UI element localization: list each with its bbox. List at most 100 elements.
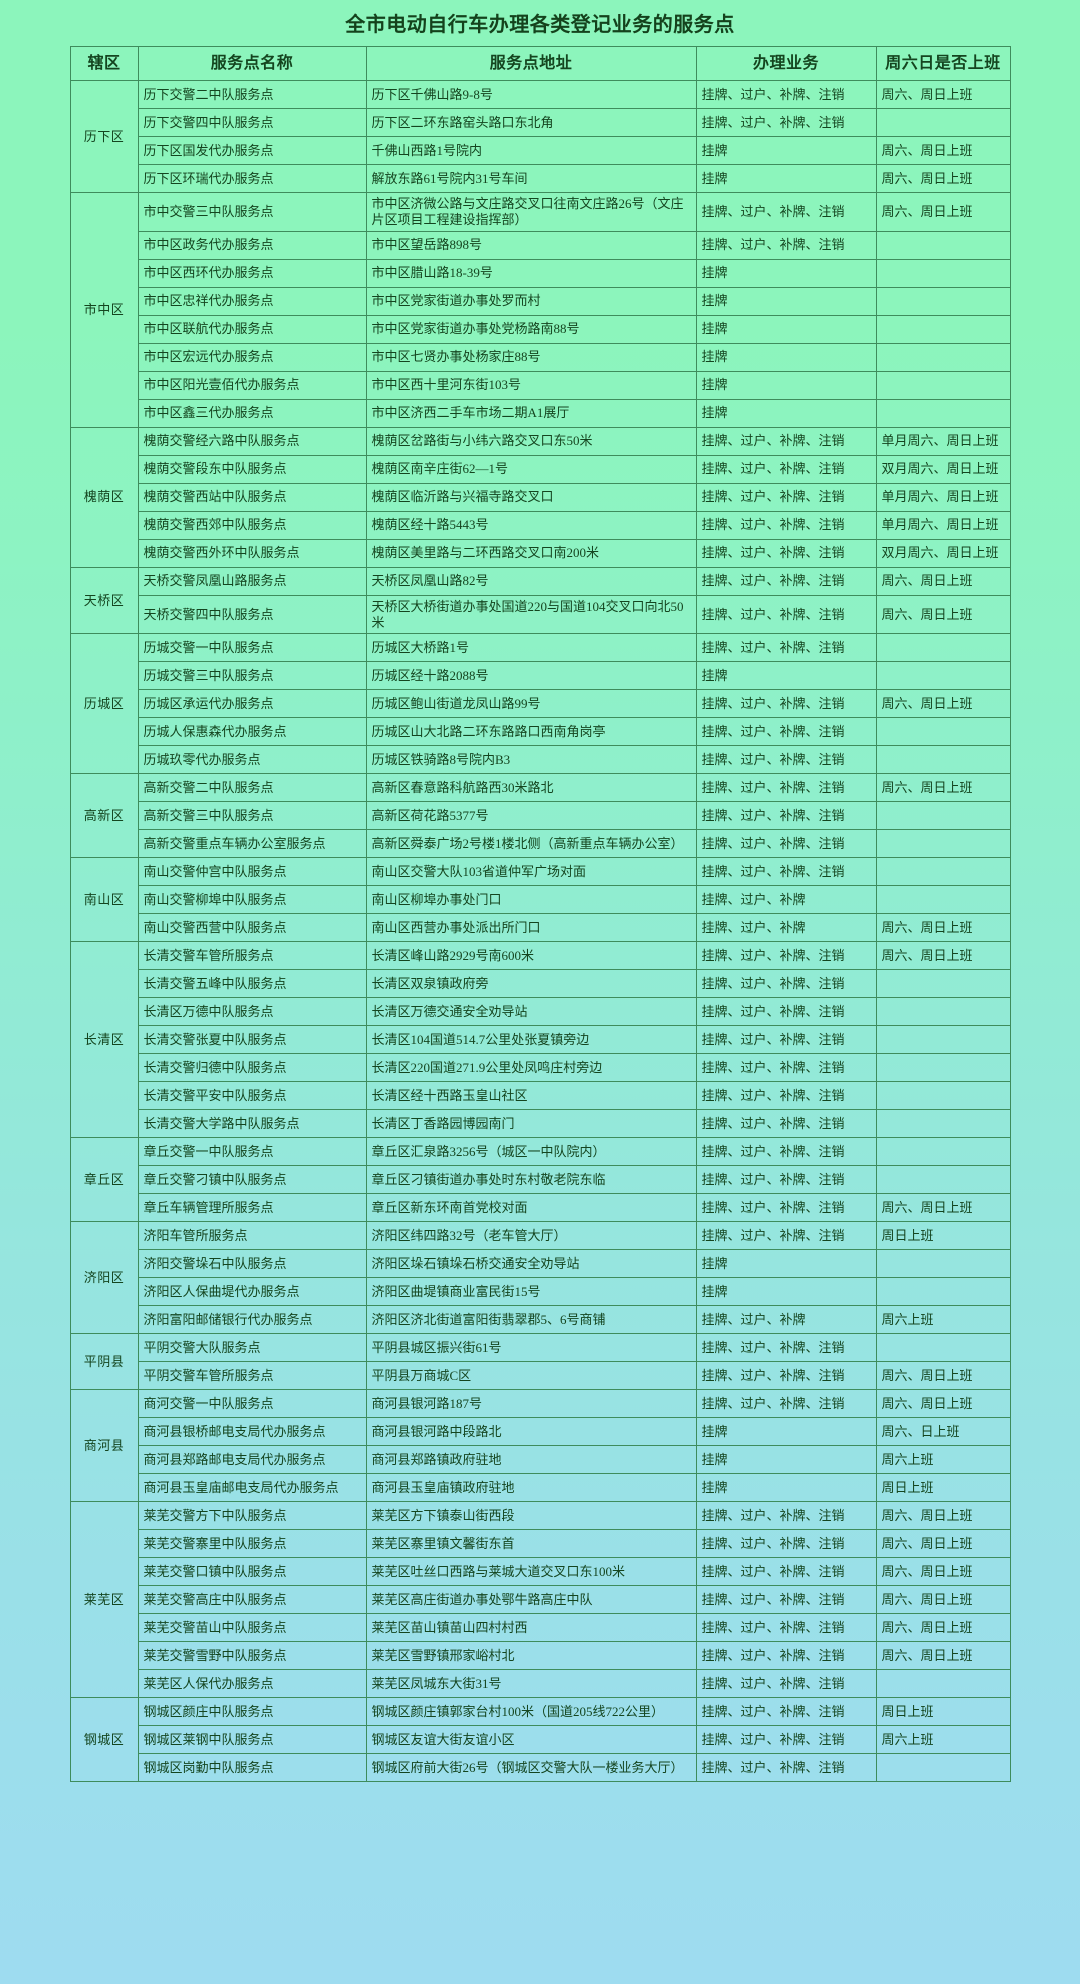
- service-point-address-cell: 槐荫区经十路5443号: [365, 510, 697, 540]
- weekend-schedule-cell: [875, 1333, 1011, 1363]
- district-cell: 章丘区: [69, 1137, 139, 1223]
- district-cell: 莱芜区: [69, 1501, 139, 1699]
- service-point-name-cell: 高新交警三中队服务点: [137, 801, 367, 831]
- service-point-name-cell: 莱芜交警口镇中队服务点: [137, 1557, 367, 1587]
- table-row: 平阴县 平阴交警大队服务点 平阴县城区振兴街61号 挂牌、过户、补牌、注销: [69, 1333, 1011, 1391]
- business-types-cell: 挂牌、过户、补牌、注销: [695, 689, 877, 719]
- service-point-name-cell: 市中区忠祥代办服务点: [137, 286, 367, 316]
- weekend-schedule-cell: [875, 997, 1011, 1027]
- service-point-address-cell: 商河县银河路中段路北: [365, 1417, 697, 1447]
- weekend-schedule-cell: 周六、周日上班: [875, 773, 1011, 803]
- weekend-schedule-cell: [875, 661, 1011, 691]
- district-cell: 商河县: [69, 1389, 139, 1503]
- table-row: 济阳交警垛石中队服务点 济阳区垛石镇垛石桥交通安全劝导站 挂牌: [70, 1249, 1011, 1279]
- business-types-cell: 挂牌、过户、补牌、注销: [695, 1725, 877, 1755]
- weekend-schedule-cell: [875, 1249, 1011, 1279]
- weekend-schedule-cell: 周六、周日上班: [875, 1529, 1011, 1559]
- weekend-schedule-cell: [875, 745, 1011, 775]
- column-header-weekend: 周六日是否上班: [875, 46, 1011, 81]
- service-point-address-cell: 历下区二环东路窑头路口东北角: [365, 108, 697, 137]
- table-row: 槐荫交警段东中队服务点 槐荫区南辛庄街62—1号 挂牌、过户、补牌、注销 双月周六、周…: [70, 454, 1011, 484]
- column-header-address: 服务点地址: [365, 46, 697, 81]
- service-point-address-cell: 商河县银河路187号: [365, 1389, 697, 1419]
- column-header-district: 辖区: [69, 46, 139, 81]
- weekend-schedule-cell: 周六上班: [875, 1445, 1011, 1475]
- weekend-schedule-cell: [875, 370, 1011, 400]
- service-point-name-cell: 高新交警重点车辆办公室服务点: [137, 829, 367, 859]
- service-point-name-cell: 历城人保惠森代办服务点: [137, 717, 367, 747]
- business-types-cell: 挂牌、过户、补牌、注销: [695, 1361, 877, 1391]
- service-point-address-cell: 平阴县城区振兴街61号: [365, 1333, 697, 1363]
- service-point-name-cell: 平阴交警车管所服务点: [137, 1361, 367, 1391]
- weekend-schedule-cell: [875, 717, 1011, 747]
- service-point-address-cell: 莱芜区方下镇泰山街西段: [365, 1501, 697, 1531]
- service-point-address-cell: 历城区大桥路1号: [365, 633, 697, 663]
- service-point-name-cell: 钢城区莱钢中队服务点: [137, 1725, 367, 1755]
- weekend-schedule-cell: [875, 1081, 1011, 1111]
- business-types-cell: 挂牌、过户、补牌: [695, 1305, 877, 1335]
- service-point-address-cell: 长清区峰山路2929号南600米: [365, 941, 697, 971]
- business-types-cell: 挂牌、过户、补牌、注销: [695, 1613, 877, 1643]
- table-row: 平阴交警车管所服务点 平阴县万商城C区 挂牌、过户、补牌、注销 周六、周日上班: [70, 1361, 1011, 1391]
- table-row: 长清交警张夏中队服务点 长清区104国道514.7公里处张夏镇旁边 挂牌、过户、补牌…: [70, 1025, 1011, 1055]
- service-point-address-cell: 解放东路61号院内31号车间: [365, 164, 697, 193]
- weekend-schedule-cell: 周六、周日上班: [875, 1193, 1011, 1223]
- table-row: 莱芜交警口镇中队服务点 莱芜区吐丝口西路与莱城大道交叉口东100米 挂牌、过户、补牌…: [70, 1557, 1011, 1587]
- service-point-address-cell: 长清区万德交通安全劝导站: [365, 997, 697, 1027]
- table-row: 市中区宏远代办服务点 市中区七贤办事处杨家庄88号 挂牌: [70, 342, 1011, 372]
- business-types-cell: 挂牌、过户、补牌、注销: [695, 1025, 877, 1055]
- table-row: 市中区联航代办服务点 市中区党家街道办事处党杨路南88号 挂牌: [70, 314, 1011, 344]
- service-point-address-cell: 历城区鲍山街道龙凤山路99号: [365, 689, 697, 719]
- weekend-schedule-cell: 周六、周日上班: [875, 164, 1011, 193]
- table-row: 槐荫交警西郊中队服务点 槐荫区经十路5443号 挂牌、过户、补牌、注销 单月周六、周日…: [70, 510, 1011, 540]
- service-point-name-cell: 南山交警柳埠中队服务点: [137, 885, 367, 915]
- table-row: 长清区万德中队服务点 长清区万德交通安全劝导站 挂牌、过户、补牌、注销: [70, 997, 1011, 1027]
- service-point-name-cell: 长清交警张夏中队服务点: [137, 1025, 367, 1055]
- service-point-address-cell: 南山区西营办事处派出所门口: [365, 913, 697, 943]
- weekend-schedule-cell: [875, 230, 1011, 260]
- district-cell: 历城区: [69, 633, 139, 775]
- business-types-cell: 挂牌、过户、补牌、注销: [695, 566, 877, 596]
- service-point-address-cell: 天桥区大桥街道办事处国道220与国道104交叉口向北50米: [365, 594, 697, 635]
- service-point-address-cell: 市中区西十里河东街103号: [365, 370, 697, 400]
- business-types-cell: 挂牌、过户、补牌: [695, 885, 877, 915]
- district-cell: 天桥区: [69, 566, 139, 635]
- weekend-schedule-cell: 周六上班: [875, 1305, 1011, 1335]
- service-point-name-cell: 市中区鑫三代办服务点: [137, 398, 367, 428]
- table-row: 长清交警五峰中队服务点 长清区双泉镇政府旁 挂牌、过户、补牌、注销: [70, 969, 1011, 999]
- table-row: 长清交警平安中队服务点 长清区经十西路玉皇山社区 挂牌、过户、补牌、注销: [70, 1081, 1011, 1111]
- service-point-name-cell: 市中区西环代办服务点: [137, 258, 367, 288]
- service-point-name-cell: 天桥交警四中队服务点: [137, 594, 367, 635]
- weekend-schedule-cell: [875, 1277, 1011, 1307]
- table-row: 南山交警柳埠中队服务点 南山区柳埠办事处门口 挂牌、过户、补牌: [70, 885, 1011, 915]
- table-row: 莱芜交警雪野中队服务点 莱芜区雪野镇邢家峪村北 挂牌、过户、补牌、注销 周六、周日上班: [70, 1641, 1011, 1671]
- table-row: 高新交警三中队服务点 高新区荷花路5377号 挂牌、过户、补牌、注销: [70, 801, 1011, 831]
- business-types-cell: 挂牌、过户、补牌、注销: [695, 192, 877, 232]
- table-row: 市中区忠祥代办服务点 市中区党家街道办事处罗而村 挂牌: [70, 286, 1011, 316]
- business-types-cell: 挂牌、过户、补牌、注销: [695, 510, 877, 540]
- table-body: 历下区 历下交警二中队服务点 历下区千佛山路9-8号 挂牌、过户、补牌、注销 周六、周日…: [69, 80, 1011, 1783]
- service-point-name-cell: 长清交警平安中队服务点: [137, 1081, 367, 1111]
- service-point-name-cell: 槐荫交警西外环中队服务点: [137, 538, 367, 568]
- table-row: 商河县郑路邮电支局代办服务点 商河县郑路镇政府驻地 挂牌 周六上班: [70, 1445, 1011, 1475]
- service-point-address-cell: 高新区舜泰广场2号楼1楼北侧（高新重点车辆办公室）: [365, 829, 697, 859]
- service-point-name-cell: 莱芜交警高庄中队服务点: [137, 1585, 367, 1615]
- weekend-schedule-cell: 周六、周日上班: [875, 1557, 1011, 1587]
- service-points-table: 辖区 服务点名称 服务点地址 办理业务 周六日是否上班 历下区 历下交警二中队服务…: [69, 46, 1011, 1783]
- service-point-name-cell: 槐荫交警经六路中队服务点: [137, 426, 367, 456]
- service-point-address-cell: 莱芜区高庄街道办事处鄂牛路高庄中队: [365, 1585, 697, 1615]
- table-row: 商河县 商河交警一中队服务点 商河县银河路187号 挂牌、过户、补牌、注销 周六、周日上…: [69, 1389, 1011, 1503]
- service-point-address-cell: 莱芜区凤城东大街31号: [365, 1669, 697, 1699]
- service-point-address-cell: 章丘区新东环南首党校对面: [365, 1193, 697, 1223]
- service-point-address-cell: 平阴县万商城C区: [365, 1361, 697, 1391]
- service-point-address-cell: 市中区党家街道办事处党杨路南88号: [365, 314, 697, 344]
- weekend-schedule-cell: 单月周六、周日上班: [875, 426, 1011, 456]
- business-types-cell: 挂牌: [695, 1277, 877, 1307]
- service-point-name-cell: 长清交警归德中队服务点: [137, 1053, 367, 1083]
- table-row: 钢城区 钢城区颜庄中队服务点 钢城区颜庄镇郭家台村100米（国道205线722公里）…: [69, 1697, 1011, 1783]
- weekend-schedule-cell: 周六、周日上班: [875, 136, 1011, 165]
- business-types-cell: 挂牌、过户、补牌、注销: [695, 717, 877, 747]
- service-point-address-cell: 长清区双泉镇政府旁: [365, 969, 697, 999]
- weekend-schedule-cell: [875, 314, 1011, 344]
- weekend-schedule-cell: 周六上班: [875, 1725, 1011, 1755]
